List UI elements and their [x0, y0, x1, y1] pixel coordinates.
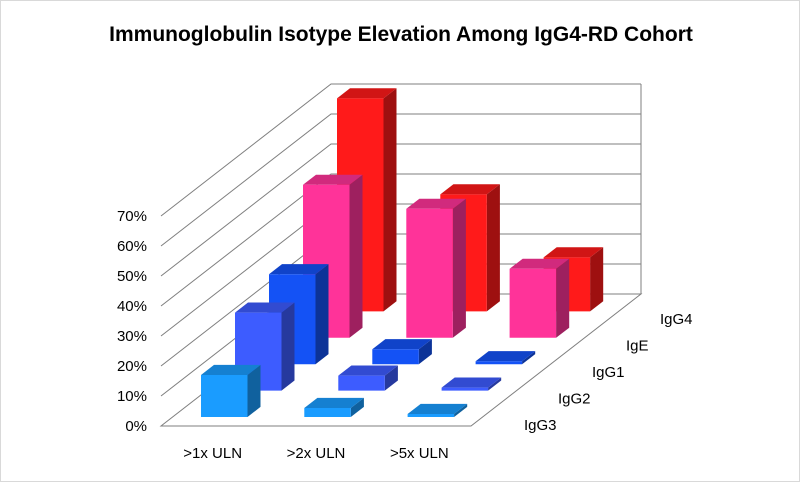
bar-front [407, 414, 455, 417]
bar-top [235, 302, 295, 313]
bar-igg2-5x-uln [441, 377, 502, 391]
bar-side [452, 198, 466, 338]
bar-top [543, 247, 604, 258]
bar-ige-2x-uln [406, 198, 466, 338]
bar-side [349, 174, 363, 338]
bar-front [201, 375, 248, 417]
y-tick-label: 10% [117, 388, 147, 405]
bar-side [486, 184, 500, 312]
bar-igg1-5x-uln [475, 351, 536, 365]
bar-side [350, 397, 364, 417]
chart-title: Immunoglobulin Isotype Elevation Among I… [109, 23, 693, 46]
series-label: IgG1 [592, 364, 625, 381]
bar-top [372, 339, 432, 350]
gridline [160, 83, 641, 217]
bar-front [406, 208, 453, 338]
y-tick-label: 40% [117, 298, 147, 315]
gridline [160, 113, 641, 247]
x-axis: >1x ULN >2x ULN >5x ULN [183, 445, 448, 462]
bar-top [337, 88, 397, 99]
bar-top [201, 364, 261, 375]
bar-side [488, 377, 502, 391]
bar-side [281, 302, 295, 391]
bar-top [407, 403, 468, 414]
bar-top [440, 184, 500, 195]
x-tick-label: >5x ULN [390, 445, 449, 462]
bar-top [509, 258, 570, 269]
x-tick-label: >1x ULN [183, 445, 242, 462]
bar-top [441, 377, 502, 388]
bar-side [315, 264, 329, 365]
gridline [160, 173, 641, 307]
bar-top [475, 351, 536, 362]
series-label: IgE [626, 338, 649, 355]
bar-top [303, 174, 363, 185]
bar-igg3-1x-uln [201, 364, 261, 417]
bar-top [338, 365, 398, 376]
bar-side [247, 364, 261, 417]
bar-igg1-2x-uln [372, 339, 432, 365]
bar-side [590, 247, 604, 312]
y-tick-label: 30% [117, 328, 147, 345]
bar-top [304, 397, 364, 408]
bar-igg2-2x-uln [338, 365, 398, 391]
series-label: IgG2 [558, 390, 591, 407]
bar-side [384, 365, 398, 391]
y-tick-label: 50% [117, 268, 147, 285]
series-label: IgG4 [660, 311, 693, 328]
bar-igg3-5x-uln [407, 403, 468, 417]
bar-front [475, 361, 523, 365]
y-axis: 0% 10% 20% 30% 40% 50% 60% 70% [117, 208, 147, 435]
bar-side [556, 258, 570, 338]
bars [201, 88, 604, 417]
bar-side [522, 351, 536, 365]
y-tick-label: 70% [117, 208, 147, 225]
bar-top [406, 198, 466, 209]
bar-igg3-2x-uln [304, 397, 364, 417]
bar-front [441, 387, 489, 391]
bar-front [338, 375, 385, 391]
bar-ige-5x-uln [509, 258, 570, 338]
bar-side [418, 339, 432, 365]
series-label: IgG3 [524, 417, 557, 434]
bar-front [304, 408, 351, 417]
bar-top [269, 264, 329, 275]
x-tick-label: >2x ULN [287, 445, 346, 462]
bar-side [454, 403, 468, 417]
y-tick-label: 20% [117, 358, 147, 375]
bar-front [372, 349, 419, 365]
bar-side [383, 88, 397, 312]
bar-front [509, 268, 557, 338]
gridline [160, 143, 641, 277]
y-tick-label: 0% [125, 418, 147, 435]
y-tick-label: 60% [117, 238, 147, 255]
